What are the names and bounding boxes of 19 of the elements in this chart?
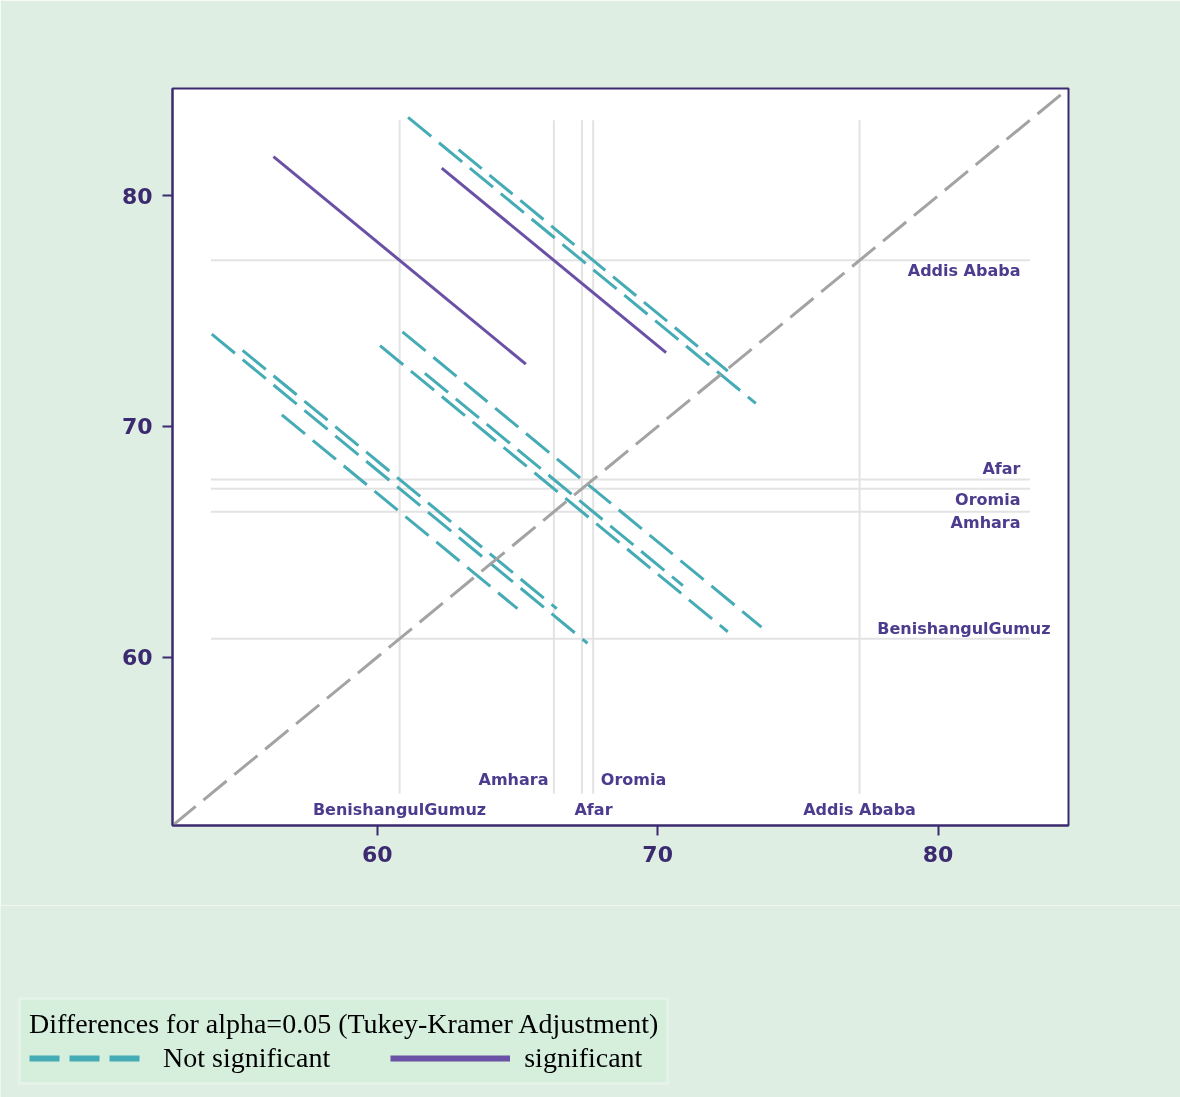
y-tick-label: 80 xyxy=(121,183,153,209)
x-tick-label: 60 xyxy=(361,841,393,867)
legend-label: Not significant xyxy=(163,1042,331,1074)
ref-line-label: BenishangulGumuz xyxy=(312,800,487,819)
ref-line-label: BenishangulGumuz xyxy=(877,619,1051,638)
legend-label: significant xyxy=(524,1042,643,1074)
ref-line-label: Addis Ababa xyxy=(907,261,1021,280)
y-tick-label: 60 xyxy=(121,645,153,671)
x-tick-label: 70 xyxy=(642,841,673,867)
ref-line-label: Afar xyxy=(982,459,1021,478)
ref-line-label: Addis Ababa xyxy=(803,800,916,819)
ref-line-label: Oromia xyxy=(955,490,1021,509)
ref-line-label: Amhara xyxy=(950,513,1021,532)
ref-line-label: Afar xyxy=(574,800,613,819)
ref-line-label: Amhara xyxy=(478,770,549,789)
legend-title: Differences for alpha=0.05 (Tukey-Kramer Adjustment) xyxy=(29,1008,659,1040)
y-tick-label: 70 xyxy=(121,414,153,440)
x-tick-label: 80 xyxy=(922,841,954,867)
ref-line-label: Oromia xyxy=(600,770,667,789)
